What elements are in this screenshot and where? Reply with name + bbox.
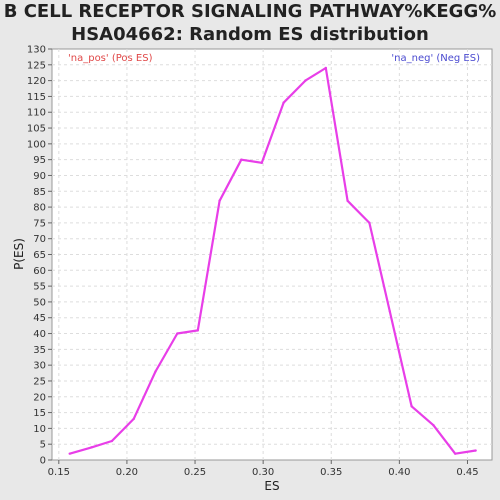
- data-point: [368, 221, 371, 225]
- y-tick-label: 50: [33, 297, 46, 308]
- chart-title-line-1: B CELL RECEPTOR SIGNALING PATHWAY%KEGG%: [3, 1, 497, 22]
- y-tick-label: 25: [33, 376, 46, 387]
- y-tick-label: 75: [33, 218, 46, 229]
- y-tick-label: 130: [27, 45, 46, 56]
- y-tick-label: 80: [33, 203, 46, 214]
- y-tick-label: 100: [27, 139, 46, 150]
- x-tick-label: 0.30: [252, 467, 274, 478]
- data-point: [132, 417, 135, 421]
- x-tick-label: 0.45: [456, 467, 478, 478]
- y-axis-label: P(ES): [12, 238, 26, 270]
- data-point: [454, 452, 457, 455]
- x-tick-label: 0.20: [116, 467, 138, 478]
- y-tick-label: 105: [27, 124, 46, 135]
- y-tick-label: 0: [40, 456, 46, 467]
- data-point: [324, 66, 328, 70]
- grid: [52, 49, 492, 460]
- y-tick-label: 70: [33, 234, 46, 245]
- data-point: [90, 446, 93, 449]
- chart-title-line-2: HSA04662: Random ES distribution: [71, 24, 429, 45]
- y-tick-label: 115: [27, 92, 46, 103]
- y-tick-label: 110: [27, 108, 46, 119]
- y-tick-label: 95: [33, 155, 46, 166]
- data-point: [240, 158, 243, 161]
- y-tick-label: 15: [33, 408, 46, 419]
- y-tick-label: 45: [33, 313, 46, 324]
- data-point: [304, 79, 307, 82]
- y-tick-label: 20: [33, 392, 46, 403]
- data-point: [68, 452, 71, 455]
- data-point: [410, 405, 413, 408]
- y-tick-label: 125: [27, 60, 46, 71]
- x-tick-label: 0.25: [184, 467, 206, 478]
- x-axis: 0.15 0.20 0.25 0.30 0.35 0.40 0.45: [48, 460, 479, 478]
- y-tick-label: 55: [33, 282, 46, 293]
- chart-title: B CELL RECEPTOR SIGNALING PATHWAY%KEGG% …: [0, 0, 500, 46]
- data-point: [218, 199, 221, 202]
- legend-neg-es: 'na_neg' (Neg ES): [391, 53, 480, 64]
- x-axis-label: ES: [264, 479, 279, 493]
- data-point: [196, 329, 199, 332]
- data-point: [282, 101, 285, 104]
- data-point: [176, 332, 179, 335]
- data-point: [346, 199, 349, 202]
- x-tick-label: 0.35: [320, 467, 342, 478]
- data-point: [474, 449, 477, 452]
- y-tick-label: 60: [33, 266, 46, 277]
- y-tick-label: 5: [40, 440, 46, 451]
- y-tick-label: 10: [33, 424, 46, 435]
- y-tick-label: 90: [33, 171, 46, 182]
- y-tick-label: 85: [33, 187, 46, 198]
- data-point: [388, 310, 392, 313]
- data-point: [432, 424, 435, 427]
- data-point: [260, 161, 263, 165]
- y-tick-label: 30: [33, 361, 46, 372]
- y-tick-label: 65: [33, 250, 46, 261]
- y-tick-label: 40: [33, 329, 46, 340]
- y-tick-label: 120: [27, 76, 46, 87]
- x-tick-label: 0.15: [48, 467, 70, 478]
- data-point: [110, 439, 114, 443]
- data-point: [154, 370, 157, 373]
- x-tick-label: 0.40: [388, 467, 410, 478]
- y-axis: 0 5 10 15 20 25 30 35 40 45 50 55 60 65 70 75 80 85 90 95 10…: [27, 45, 52, 467]
- legend-pos-es: 'na_pos' (Pos ES): [68, 53, 153, 64]
- es-distribution-line: [69, 66, 476, 455]
- series-layer: [68, 66, 477, 455]
- y-tick-label: 35: [33, 345, 46, 356]
